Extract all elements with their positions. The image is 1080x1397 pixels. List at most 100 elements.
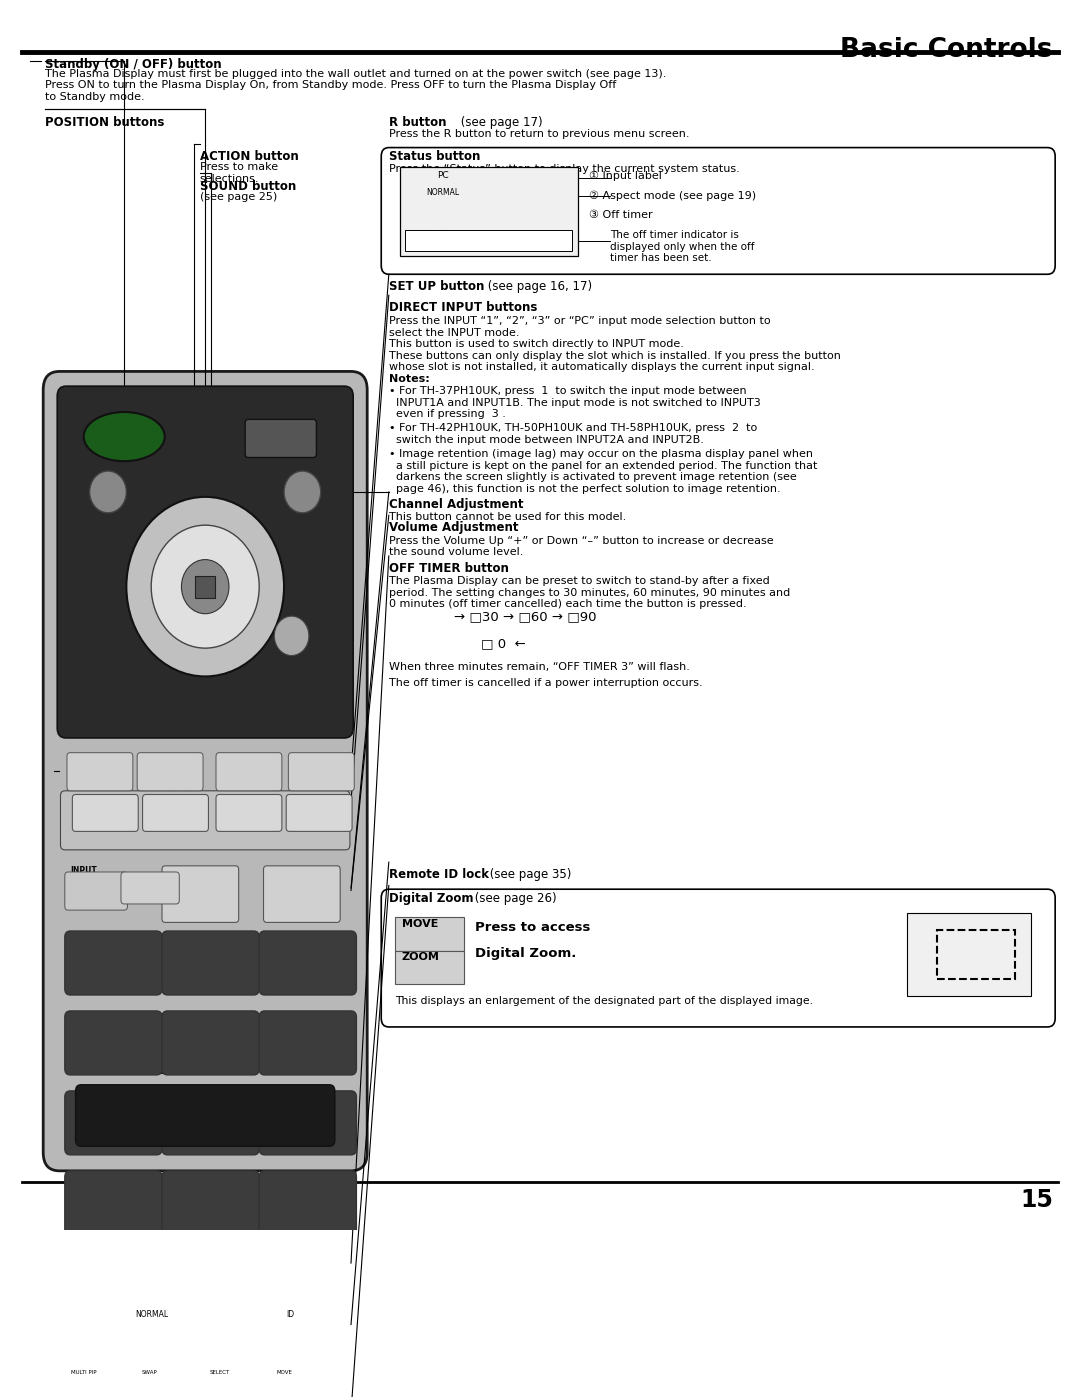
FancyBboxPatch shape xyxy=(258,1252,327,1294)
Text: SOUND button: SOUND button xyxy=(200,180,296,193)
Text: C: C xyxy=(92,1214,103,1229)
FancyBboxPatch shape xyxy=(121,872,179,904)
FancyBboxPatch shape xyxy=(259,930,356,995)
Text: SET UP button: SET UP button xyxy=(389,281,484,293)
Text: Basic Controls: Basic Controls xyxy=(840,36,1053,63)
FancyBboxPatch shape xyxy=(162,930,259,995)
Circle shape xyxy=(151,525,259,648)
Text: □ 0  ←: □ 0 ← xyxy=(481,637,525,650)
Text: NORMAL: NORMAL xyxy=(427,189,460,197)
Text: The off timer indicator is
displayed only when the off
timer has been set.: The off timer indicator is displayed onl… xyxy=(610,231,755,263)
Text: (see page 25): (see page 25) xyxy=(200,191,278,201)
Text: ID
ALL: ID ALL xyxy=(273,1183,284,1194)
Text: INPUT: INPUT xyxy=(162,789,189,799)
Circle shape xyxy=(126,497,284,676)
Text: SOUND: SOUND xyxy=(221,760,244,766)
Text: (see page 26): (see page 26) xyxy=(471,891,556,905)
Text: ③ Off timer: ③ Off timer xyxy=(589,211,652,221)
FancyBboxPatch shape xyxy=(65,930,162,995)
Text: v: v xyxy=(181,904,189,916)
FancyBboxPatch shape xyxy=(65,1011,162,1074)
FancyBboxPatch shape xyxy=(67,753,133,791)
FancyBboxPatch shape xyxy=(259,1011,356,1074)
Ellipse shape xyxy=(83,412,164,461)
Text: MOVE: MOVE xyxy=(402,919,438,929)
Text: The off timer is cancelled if a power interruption occurs.: The off timer is cancelled if a power in… xyxy=(389,678,702,687)
Text: SET UP: SET UP xyxy=(294,760,315,766)
FancyBboxPatch shape xyxy=(216,795,282,831)
Text: 9: 9 xyxy=(286,1134,297,1148)
Text: INPUT: INPUT xyxy=(75,880,95,887)
Text: Press the Volume Up “+” or Down “–” button to increase or decrease
the sound vol: Press the Volume Up “+” or Down “–” butt… xyxy=(389,535,773,557)
Text: The Plasma Display can be preset to switch to stand-by after a fixed
period. The: The Plasma Display can be preset to swit… xyxy=(389,576,791,609)
FancyBboxPatch shape xyxy=(143,795,208,831)
Text: VOL: VOL xyxy=(275,866,293,875)
FancyBboxPatch shape xyxy=(60,1239,350,1305)
Bar xyxy=(907,912,1031,996)
FancyBboxPatch shape xyxy=(138,1365,202,1394)
Text: ② Aspect mode (see page 19): ② Aspect mode (see page 19) xyxy=(589,190,756,201)
Bar xyxy=(194,1317,227,1337)
FancyBboxPatch shape xyxy=(162,866,239,922)
FancyBboxPatch shape xyxy=(162,1091,259,1155)
Text: ^: ^ xyxy=(181,888,192,901)
Text: PICTURE: PICTURE xyxy=(143,760,168,766)
FancyBboxPatch shape xyxy=(72,795,138,831)
Text: SURROUND: SURROUND xyxy=(165,1249,205,1255)
Text: OFF: OFF xyxy=(256,433,278,443)
Text: 2: 2 xyxy=(189,974,200,989)
Text: • Image retention (image lag) may occur on the plasma display panel when
  a sti: • Image retention (image lag) may occur … xyxy=(389,448,818,493)
FancyBboxPatch shape xyxy=(60,791,350,849)
Text: 8: 8 xyxy=(189,1134,200,1148)
Text: Channel Adjustment: Channel Adjustment xyxy=(389,499,524,511)
Text: Press the “Status” button to display the current system status.: Press the “Status” button to display the… xyxy=(389,163,740,173)
Text: +: + xyxy=(285,629,293,638)
FancyBboxPatch shape xyxy=(259,1171,356,1235)
Text: DISPLAY: DISPLAY xyxy=(157,1099,197,1109)
FancyBboxPatch shape xyxy=(76,1084,335,1147)
Text: • For TH-42PH10UK, TH-50PH10UK and TH-58PH10UK, press  2  to
  switch the input : • For TH-42PH10UK, TH-50PH10UK and TH-58… xyxy=(389,423,757,444)
FancyBboxPatch shape xyxy=(68,1365,132,1394)
Text: 6: 6 xyxy=(286,1053,297,1069)
Text: The Plasma Display must first be plugged into the wall outlet and turned on at t: The Plasma Display must first be plugged… xyxy=(45,68,666,102)
Text: 15: 15 xyxy=(1021,1187,1053,1213)
FancyBboxPatch shape xyxy=(273,1365,337,1394)
Text: DIRECT INPUT buttons: DIRECT INPUT buttons xyxy=(389,302,537,314)
Bar xyxy=(400,168,578,256)
Text: OFF TIMER: OFF TIMER xyxy=(261,1249,298,1255)
Text: SWAP: SWAP xyxy=(141,1370,158,1375)
FancyBboxPatch shape xyxy=(65,1091,162,1155)
Text: (see page 16, 17): (see page 16, 17) xyxy=(484,281,592,293)
FancyBboxPatch shape xyxy=(43,372,367,1171)
Text: 5°: 5° xyxy=(189,1053,207,1069)
Text: Press to make
selections.: Press to make selections. xyxy=(200,162,278,184)
Text: Press to access: Press to access xyxy=(475,921,591,935)
Text: Press the INPUT “1”, “2”, “3” or “PC” input mode selection button to
select the : Press the INPUT “1”, “2”, “3” or “PC” in… xyxy=(389,316,840,373)
FancyBboxPatch shape xyxy=(60,1356,350,1397)
FancyBboxPatch shape xyxy=(381,148,1055,274)
Text: ASPECT: ASPECT xyxy=(72,1249,99,1255)
Circle shape xyxy=(274,616,309,655)
Text: (see page 35): (see page 35) xyxy=(486,869,571,882)
Text: Press the R button to return to previous menu screen.: Press the R button to return to previous… xyxy=(389,129,689,140)
Text: R button: R button xyxy=(389,116,446,129)
Circle shape xyxy=(181,560,229,613)
Text: 3: 3 xyxy=(286,974,297,989)
Text: → □30 → □60 → □90: → □30 → □60 → □90 xyxy=(454,610,596,623)
FancyBboxPatch shape xyxy=(69,1252,138,1294)
Text: ON: ON xyxy=(108,426,125,436)
Text: Volume Adjustment: Volume Adjustment xyxy=(389,521,518,535)
Text: +: + xyxy=(283,884,295,898)
Text: OFF TIMER  90: OFF TIMER 90 xyxy=(408,231,463,239)
FancyBboxPatch shape xyxy=(245,419,316,457)
Text: R: R xyxy=(296,485,301,493)
Text: Remote ID lock: Remote ID lock xyxy=(389,869,489,882)
Text: (see page 17): (see page 17) xyxy=(457,116,542,129)
Text: Status button: Status button xyxy=(389,149,481,163)
Circle shape xyxy=(90,471,126,513)
Text: ID: ID xyxy=(286,1310,295,1319)
Text: 7: 7 xyxy=(92,1134,103,1148)
Text: N: N xyxy=(100,485,107,493)
Text: • For TH-37PH10UK, press  1  to switch the input mode between
  INPUT1A and INPU: • For TH-37PH10UK, press 1 to switch the… xyxy=(389,386,760,419)
Text: ID
SET: ID SET xyxy=(273,1104,285,1113)
